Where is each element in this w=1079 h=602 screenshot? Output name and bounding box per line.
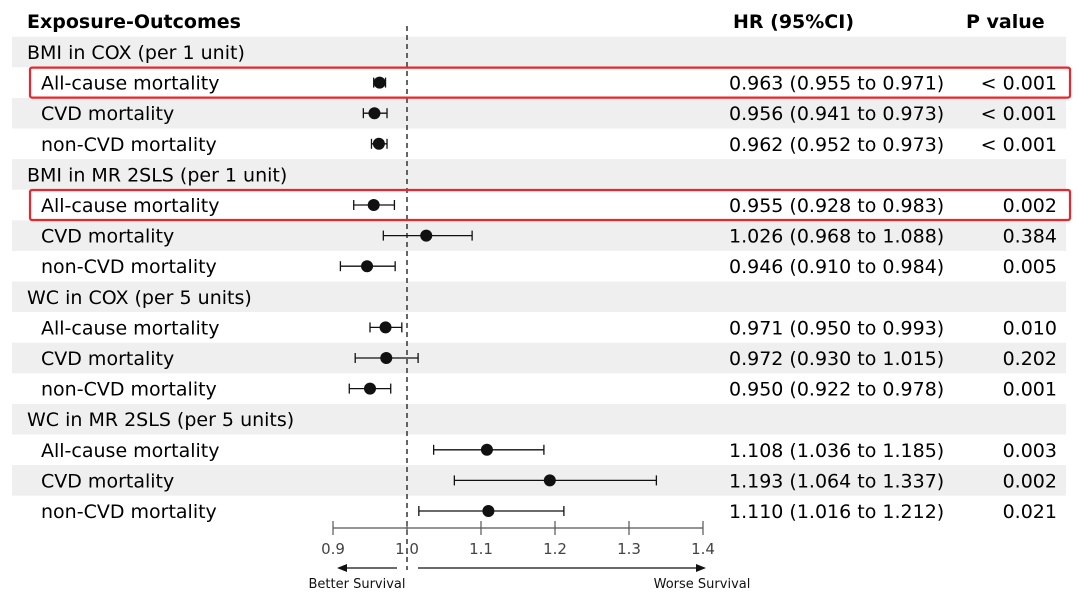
- header-label: Exposure-Outcomes: [27, 11, 241, 33]
- stripe: [12, 159, 1066, 190]
- hr-ci-value: 1.110 (1.016 to 1.212): [729, 501, 944, 523]
- hr-ci-value: 0.955 (0.928 to 0.983): [729, 195, 944, 217]
- hr-ci-value: 0.956 (0.941 to 0.973): [729, 103, 944, 125]
- hr-point: [543, 474, 556, 487]
- outcome-label: non-CVD mortality: [41, 379, 217, 401]
- p-value: 0.002: [1003, 195, 1057, 217]
- hr-point: [372, 137, 385, 150]
- arrow-right-label: Worse Survival: [654, 577, 751, 592]
- tick-label: 0.9: [321, 540, 345, 558]
- p-value: 0.010: [1003, 317, 1057, 339]
- hr-point: [364, 382, 376, 395]
- arrow-left-head: [337, 564, 347, 572]
- hr-ci-value: 0.972 (0.930 to 1.015): [729, 348, 944, 370]
- hr-ci-value: 0.962 (0.952 to 0.973): [729, 134, 944, 156]
- outcome-label: non-CVD mortality: [41, 501, 217, 523]
- stripe: [12, 403, 1066, 435]
- hr-point: [368, 107, 381, 120]
- p-value: 0.202: [1003, 348, 1057, 370]
- tick-label: 1.0: [395, 540, 419, 558]
- group-label: WC in MR 2SLS (per 5 units): [27, 409, 294, 431]
- direction-arrows: Better Survival Worse Survival: [309, 564, 751, 592]
- row-stripes: [12, 36, 1066, 496]
- outcome-label: All-cause mortality: [41, 195, 219, 217]
- hr-point: [380, 352, 393, 364]
- outcome-label: CVD mortality: [41, 470, 174, 492]
- hr-point: [480, 443, 493, 456]
- tick-label: 1.4: [691, 540, 715, 558]
- arrow-right-head: [696, 564, 706, 572]
- hr-ci-value: 1.026 (0.968 to 1.088): [729, 226, 944, 248]
- stripe: [12, 342, 1066, 374]
- outcome-label: non-CVD mortality: [41, 256, 217, 278]
- stripe: [12, 36, 1066, 68]
- table-rows: BMI in COX (per 1 unit) All-cause mortali…: [27, 42, 1072, 523]
- hr-ci-value: 0.971 (0.950 to 0.993): [729, 317, 944, 339]
- outcome-label: All-cause mortality: [41, 440, 219, 462]
- header-p: P value: [966, 11, 1045, 33]
- hr-point: [373, 76, 386, 89]
- tick-label: 1.1: [469, 540, 493, 558]
- p-value: < 0.001: [981, 103, 1057, 125]
- hr-point: [420, 229, 433, 242]
- p-value: 0.002: [1003, 470, 1057, 492]
- p-value: < 0.001: [981, 134, 1057, 156]
- group-label: BMI in MR 2SLS (per 1 unit): [27, 164, 287, 186]
- p-value: 0.001: [1003, 379, 1057, 401]
- outcome-label: All-cause mortality: [41, 73, 219, 95]
- outcome-label: CVD mortality: [41, 226, 174, 248]
- hr-point: [367, 199, 380, 211]
- hr-point: [482, 505, 495, 517]
- tick-label: 1.2: [543, 540, 567, 558]
- stripe: [12, 220, 1066, 251]
- p-value: 0.384: [1003, 226, 1057, 248]
- stripe: [12, 97, 1066, 129]
- group-label: BMI in COX (per 1 unit): [27, 42, 245, 64]
- tick-label: 1.3: [617, 540, 641, 558]
- hr-point: [379, 321, 392, 334]
- hr-ci-value: 0.946 (0.910 to 0.984): [729, 256, 944, 278]
- p-value: 0.021: [1003, 501, 1057, 523]
- outcome-label: CVD mortality: [41, 348, 174, 370]
- outcome-label: non-CVD mortality: [41, 134, 217, 156]
- p-value: 0.003: [1003, 440, 1057, 462]
- p-value: < 0.001: [981, 73, 1057, 95]
- arrow-left-label: Better Survival: [309, 577, 406, 592]
- outcome-label: CVD mortality: [41, 103, 174, 125]
- highlight-box: [28, 188, 1072, 222]
- hr-ci-value: 0.950 (0.922 to 0.978): [729, 379, 944, 401]
- highlight-box: [28, 66, 1072, 99]
- table-header: Exposure-Outcomes HR (95%CI) P value: [27, 11, 1045, 33]
- group-label: WC in COX (per 5 units): [27, 287, 252, 309]
- p-value: 0.005: [1003, 256, 1057, 278]
- hr-ci-value: 1.108 (1.036 to 1.185): [729, 440, 944, 462]
- outcome-label: All-cause mortality: [41, 317, 219, 339]
- hr-ci-value: 1.193 (1.064 to 1.337): [729, 470, 944, 492]
- hr-ci-value: 0.963 (0.955 to 0.971): [729, 73, 944, 95]
- hr-point: [361, 260, 374, 273]
- stripe: [12, 281, 1066, 313]
- x-axis: 0.9 1.0 1.1 1.2 1.3 1.4: [321, 521, 715, 558]
- header-hr: HR (95%CI): [733, 11, 854, 33]
